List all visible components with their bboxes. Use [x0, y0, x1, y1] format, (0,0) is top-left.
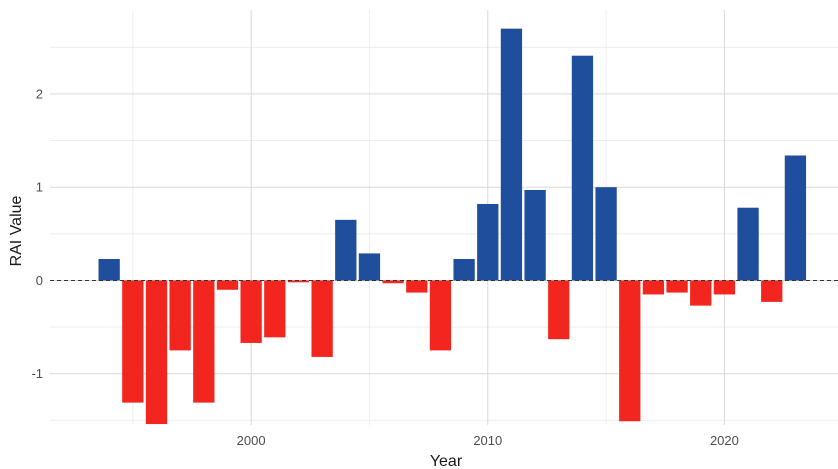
- bar-2015: [595, 187, 617, 281]
- bar-1996: [145, 280, 168, 425]
- bar-2001: [264, 280, 286, 338]
- bar-2022: [761, 280, 783, 302]
- y-tick-label: 1: [36, 180, 43, 195]
- bars: [98, 28, 807, 425]
- bar-2014: [571, 55, 594, 281]
- bar-2009: [453, 259, 475, 281]
- bar-2003: [311, 280, 333, 357]
- bar-1998: [193, 280, 215, 403]
- bar-1999: [216, 280, 239, 290]
- grid: [50, 10, 838, 425]
- bar-2008: [429, 280, 452, 351]
- tick-labels: -1 0 1 2 2000 2010 2020: [31, 86, 738, 448]
- bar-2012: [524, 189, 546, 281]
- bar-2013: [548, 280, 570, 340]
- bar-2017: [642, 280, 665, 295]
- bar-2021: [737, 207, 759, 281]
- x-tick-label: 2010: [473, 433, 502, 448]
- bar-1995: [122, 280, 144, 403]
- bar-2020: [713, 280, 736, 295]
- bar-2011: [500, 28, 523, 281]
- bar-2006: [382, 280, 404, 284]
- x-axis-title: Year: [430, 453, 463, 469]
- bar-1994: [98, 259, 120, 281]
- bar-2010: [477, 203, 499, 281]
- y-tick-label: 0: [36, 273, 43, 288]
- y-tick-label: -1: [31, 366, 43, 381]
- bar-2005: [358, 253, 381, 281]
- bar-2019: [690, 280, 712, 306]
- bar-2000: [240, 280, 262, 343]
- x-tick-label: 2000: [237, 433, 266, 448]
- bar-1997: [169, 280, 191, 351]
- y-axis-title: RAI Value: [8, 195, 25, 266]
- bar-2016: [619, 280, 641, 422]
- bar-2023: [784, 155, 807, 281]
- bar-2007: [406, 280, 428, 293]
- bar-2002: [287, 280, 310, 283]
- x-tick-label: 2020: [710, 433, 739, 448]
- y-tick-label: 2: [36, 86, 43, 101]
- bar-2004: [335, 219, 357, 281]
- bar-2018: [666, 280, 688, 293]
